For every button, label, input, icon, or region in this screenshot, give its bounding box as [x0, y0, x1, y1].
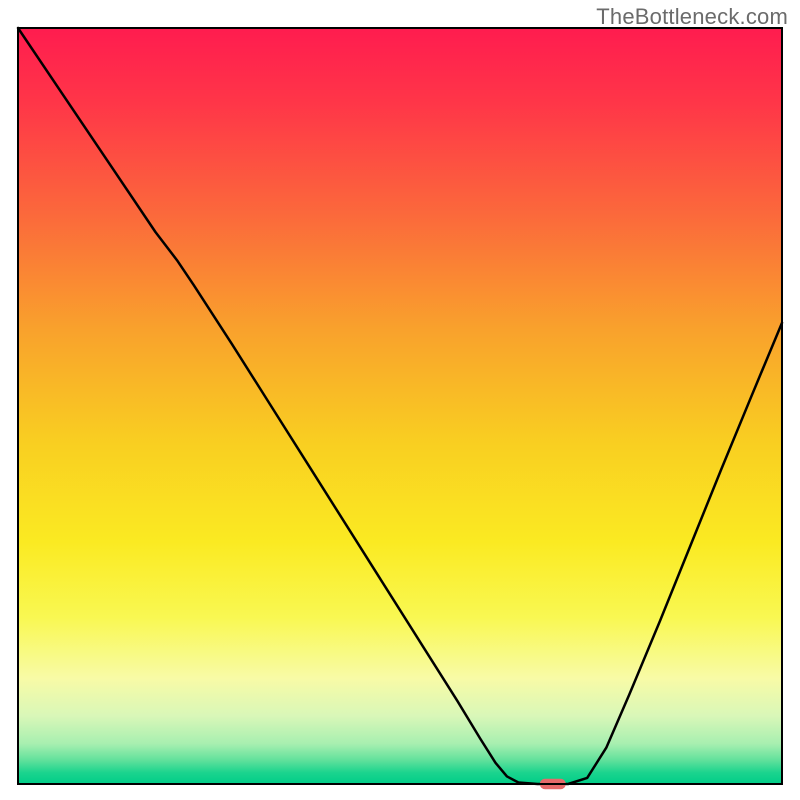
bottleneck-chart: [0, 0, 800, 800]
gradient-background: [18, 28, 782, 784]
watermark-text: TheBottleneck.com: [596, 4, 788, 30]
